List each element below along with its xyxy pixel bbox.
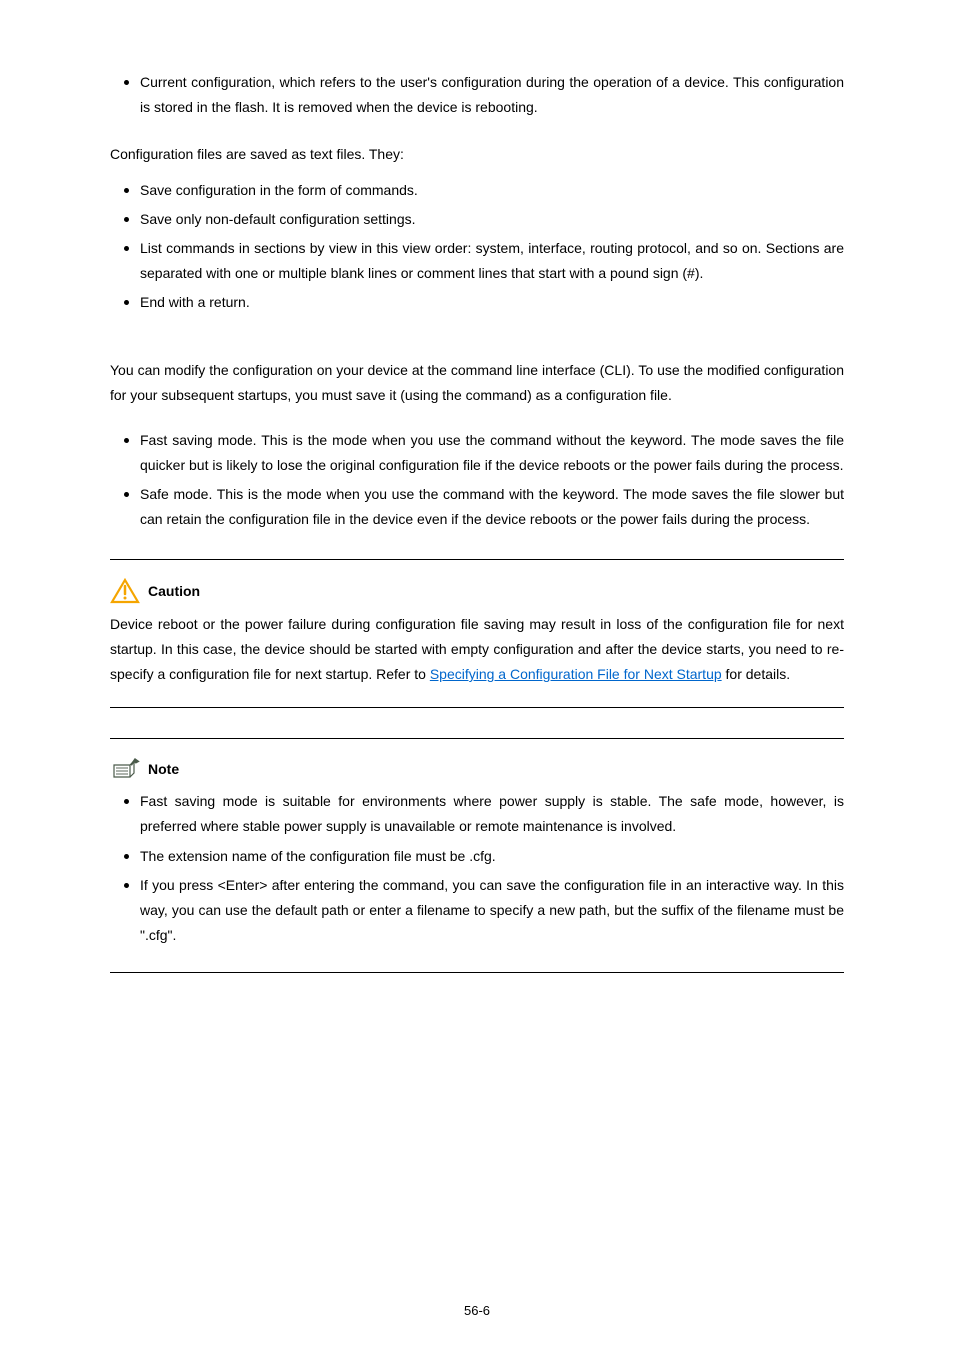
list-item: End with a return.	[110, 290, 844, 315]
caution-text-after: for details.	[722, 666, 790, 682]
page-number: 56-6	[0, 1303, 954, 1318]
note-bullet-list: Fast saving mode is suitable for environ…	[110, 789, 844, 948]
page-container: Current configuration, which refers to t…	[0, 0, 954, 1350]
caution-link[interactable]: Specifying a Configuration File for Next…	[430, 666, 722, 682]
list-item: Fast saving mode. This is the mode when …	[110, 428, 844, 478]
list-item: The extension name of the configuration …	[110, 844, 844, 869]
note-callout: Note Fast saving mode is suitable for en…	[110, 738, 844, 973]
note-label: Note	[148, 761, 179, 777]
bullet-list-1: Save configuration in the form of comman…	[110, 178, 844, 316]
list-item: Safe mode. This is the mode when you use…	[110, 482, 844, 532]
bullet-list-2: Fast saving mode. This is the mode when …	[110, 428, 844, 533]
list-item: Save only non-default configuration sett…	[110, 207, 844, 232]
caution-label: Caution	[148, 583, 200, 599]
list-item: Fast saving mode is suitable for environ…	[110, 789, 844, 839]
list-item: List commands in sections by view in thi…	[110, 236, 844, 286]
list-item: If you press <Enter> after entering the …	[110, 873, 844, 949]
top-bullet-list: Current configuration, which refers to t…	[110, 70, 844, 120]
spacer	[110, 338, 844, 358]
caution-text: Device reboot or the power failure durin…	[110, 612, 844, 688]
note-header: Note	[110, 757, 844, 781]
note-icon	[110, 757, 140, 781]
list-item: Save configuration in the form of comman…	[110, 178, 844, 203]
spacer	[110, 418, 844, 428]
caution-header: Caution	[110, 578, 844, 604]
caution-icon	[110, 578, 140, 604]
list-item: Current configuration, which refers to t…	[110, 70, 844, 120]
paragraph: You can modify the configuration on your…	[110, 358, 844, 408]
paragraph: Configuration files are saved as text fi…	[110, 142, 844, 167]
caution-callout: Caution Device reboot or the power failu…	[110, 559, 844, 709]
